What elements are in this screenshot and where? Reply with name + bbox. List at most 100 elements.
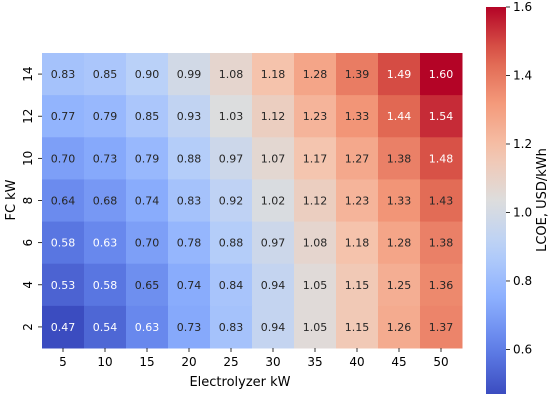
heatmap-cell bbox=[42, 221, 85, 265]
heatmap-cell bbox=[126, 305, 169, 349]
heatmap-cell bbox=[294, 137, 337, 180]
x-tick-label: 25 bbox=[223, 355, 238, 369]
x-tick-label: 15 bbox=[139, 355, 154, 369]
cell-value-label: 1.48 bbox=[429, 152, 454, 165]
heatmap-cell bbox=[420, 137, 463, 180]
cell-value-label: 1.27 bbox=[345, 152, 370, 165]
heatmap-cell bbox=[294, 221, 337, 265]
heatmap-cell bbox=[252, 179, 295, 223]
heatmap-cell bbox=[252, 263, 295, 307]
cell-value-label: 1.18 bbox=[261, 68, 286, 81]
cell-value-label: 1.39 bbox=[345, 68, 370, 81]
heatmap-cell bbox=[336, 95, 379, 138]
cell-value-label: 0.85 bbox=[135, 110, 160, 123]
heatmap-cell bbox=[210, 179, 253, 223]
colorbar-tick-label: 1.2 bbox=[513, 137, 532, 151]
cell-value-label: 0.94 bbox=[261, 321, 286, 334]
heatmap-cell bbox=[336, 137, 379, 180]
cell-value-label: 1.54 bbox=[429, 110, 454, 123]
cell-value-label: 0.84 bbox=[219, 279, 244, 292]
cell-value-label: 1.38 bbox=[387, 152, 412, 165]
heatmap-cell bbox=[420, 305, 463, 349]
cell-value-label: 1.28 bbox=[387, 237, 412, 250]
cell-value-label: 1.25 bbox=[387, 279, 412, 292]
cell-value-label: 1.49 bbox=[387, 68, 412, 81]
heatmap-cell bbox=[378, 53, 421, 96]
heatmap-cell bbox=[294, 263, 337, 307]
heatmap-cell bbox=[252, 53, 295, 96]
heatmap-cell bbox=[42, 305, 85, 349]
heatmap-cell bbox=[84, 263, 127, 307]
heatmap-cell bbox=[336, 263, 379, 307]
x-tick-label: 10 bbox=[97, 355, 112, 369]
x-tick-label: 5 bbox=[59, 355, 67, 369]
cell-value-label: 1.33 bbox=[387, 195, 412, 208]
cell-value-label: 0.85 bbox=[93, 68, 118, 81]
y-tick-label: 2 bbox=[21, 323, 35, 331]
heatmap-cell bbox=[126, 221, 169, 265]
heatmap-cell bbox=[252, 221, 295, 265]
heatmap-cell bbox=[336, 221, 379, 265]
colorbar-tick-label: 1.4 bbox=[513, 68, 532, 82]
y-tick-label: 10 bbox=[21, 151, 35, 166]
heatmap-cell bbox=[210, 221, 253, 265]
cell-value-label: 1.33 bbox=[345, 110, 370, 123]
colorbar-tick-label: 0.6 bbox=[513, 342, 532, 356]
cell-value-label: 1.26 bbox=[387, 321, 412, 334]
heatmap-cell bbox=[252, 137, 295, 180]
x-tick-label: 35 bbox=[307, 355, 322, 369]
heatmap-cell bbox=[210, 137, 253, 180]
cell-value-label: 0.53 bbox=[51, 279, 76, 292]
heatmap-cell bbox=[84, 305, 127, 349]
cell-value-label: 1.12 bbox=[303, 195, 328, 208]
cell-value-label: 1.28 bbox=[303, 68, 328, 81]
heatmap-cell bbox=[42, 179, 85, 223]
cell-value-label: 0.74 bbox=[135, 195, 160, 208]
cell-value-label: 1.05 bbox=[303, 279, 328, 292]
heatmap-cell bbox=[42, 137, 85, 180]
heatmap-cell bbox=[336, 53, 379, 96]
cell-labels: 0.83 0.85 0.90 0.99 1.08 1.18 1.28 1.39 1.49 1.60… bbox=[51, 68, 454, 334]
colorbar-label: LCOE, USD/kWh bbox=[535, 148, 550, 252]
heatmap-cell bbox=[210, 305, 253, 349]
x-tick-label: 30 bbox=[265, 355, 280, 369]
heatmap-cell bbox=[168, 137, 211, 180]
y-tick-label: 12 bbox=[21, 109, 35, 124]
heatmap-cell bbox=[420, 95, 463, 138]
heatmap-cell bbox=[294, 53, 337, 96]
heatmap-cell bbox=[168, 305, 211, 349]
heatmap-cell bbox=[126, 95, 169, 138]
cell-value-label: 0.58 bbox=[51, 237, 76, 250]
colorbar-tick-label: 1.0 bbox=[513, 205, 532, 219]
colorbar-tick-label: 1.6 bbox=[513, 0, 532, 14]
cell-value-label: 1.15 bbox=[345, 321, 370, 334]
cell-value-label: 1.08 bbox=[219, 68, 244, 81]
cell-value-label: 1.03 bbox=[219, 110, 244, 123]
cell-value-label: 0.79 bbox=[93, 110, 118, 123]
heatmap-cell bbox=[378, 95, 421, 138]
heatmap-cell bbox=[336, 305, 379, 349]
heatmap-cell bbox=[420, 179, 463, 223]
heatmap-cell bbox=[378, 221, 421, 265]
cell-value-label: 0.83 bbox=[219, 321, 244, 334]
y-axis-label: FC kW bbox=[4, 179, 19, 220]
cell-value-label: 0.70 bbox=[51, 152, 76, 165]
heatmap-cell bbox=[210, 263, 253, 307]
cell-value-label: 0.54 bbox=[93, 321, 118, 334]
heatmap-cell bbox=[420, 263, 463, 307]
heatmap-cell bbox=[42, 263, 85, 307]
cell-value-label: 1.17 bbox=[303, 152, 328, 165]
cell-value-label: 0.93 bbox=[177, 110, 202, 123]
heatmap-cell bbox=[84, 179, 127, 223]
heatmap-cell bbox=[84, 137, 127, 180]
heatmap-cell bbox=[126, 137, 169, 180]
x-tick-label: 20 bbox=[181, 355, 196, 369]
heatmap-cell bbox=[420, 53, 463, 96]
cell-value-label: 0.73 bbox=[177, 321, 202, 334]
y-axis: 14 12 10 8 6 4 2 bbox=[21, 66, 42, 331]
cell-value-label: 1.37 bbox=[429, 321, 454, 334]
heatmap-cell bbox=[252, 305, 295, 349]
y-tick-label: 4 bbox=[21, 281, 35, 289]
heatmap-cell bbox=[210, 95, 253, 138]
